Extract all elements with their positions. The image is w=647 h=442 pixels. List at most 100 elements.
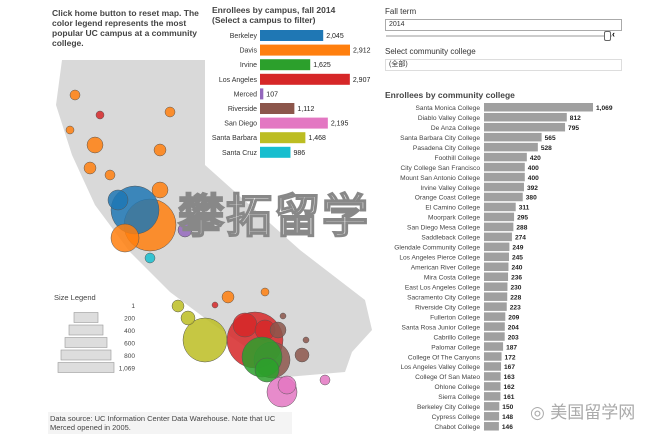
campus-label[interactable]: Berkeley bbox=[230, 33, 258, 40]
college-bubble[interactable] bbox=[86, 136, 104, 154]
campus-label[interactable]: Merced bbox=[234, 91, 257, 98]
slider-handle[interactable] bbox=[604, 31, 611, 41]
college-label[interactable]: Palomar College bbox=[431, 344, 480, 351]
college-label[interactable]: San Diego Mesa College bbox=[407, 225, 480, 232]
college-select[interactable]: (全部) bbox=[385, 59, 622, 71]
college-bubble[interactable] bbox=[232, 312, 258, 338]
college-label[interactable]: Ohlone College bbox=[435, 384, 481, 391]
college-bar[interactable] bbox=[484, 332, 505, 341]
college-bar[interactable] bbox=[484, 412, 500, 421]
college-bar[interactable] bbox=[484, 252, 509, 262]
college-bar[interactable] bbox=[484, 382, 501, 391]
college-label[interactable]: Orange Coast College bbox=[415, 195, 481, 202]
college-bar[interactable] bbox=[484, 312, 506, 321]
college-bar[interactable] bbox=[484, 242, 510, 252]
college-label[interactable]: American River College bbox=[411, 265, 481, 272]
college-bar[interactable] bbox=[484, 272, 509, 281]
college-bubble[interactable] bbox=[153, 143, 167, 157]
college-bar[interactable] bbox=[484, 372, 501, 381]
campus-label[interactable]: Irvine bbox=[240, 62, 257, 69]
college-bar[interactable] bbox=[484, 322, 505, 331]
college-bubble[interactable] bbox=[164, 106, 176, 118]
college-bar[interactable] bbox=[484, 122, 566, 132]
college-label[interactable]: College Of San Mateo bbox=[415, 374, 480, 381]
college-bar[interactable] bbox=[484, 302, 507, 311]
college-bar[interactable] bbox=[484, 192, 523, 202]
college-bar[interactable] bbox=[484, 103, 593, 112]
campus-label[interactable]: Riverside bbox=[228, 106, 257, 113]
college-label[interactable]: Glendale Community College bbox=[394, 245, 480, 252]
college-label[interactable]: Fullerton College bbox=[430, 314, 480, 321]
college-bar[interactable] bbox=[484, 182, 524, 192]
college-bar[interactable] bbox=[484, 132, 542, 142]
college-bubble[interactable] bbox=[260, 287, 270, 297]
college-bar[interactable] bbox=[484, 172, 525, 182]
college-bubble[interactable] bbox=[254, 357, 280, 383]
chevron-left-icon[interactable]: ‹ bbox=[612, 29, 615, 39]
campus-label[interactable]: Los Angeles bbox=[219, 77, 258, 84]
campus-label[interactable]: Davis bbox=[239, 48, 257, 55]
college-bar[interactable] bbox=[484, 352, 502, 361]
college-bar[interactable] bbox=[484, 262, 509, 272]
college-label[interactable]: Santa Rosa Junior College bbox=[402, 324, 481, 331]
college-bar[interactable] bbox=[484, 342, 504, 351]
campus-label[interactable]: Santa Barbara bbox=[212, 135, 257, 142]
college-bar[interactable] bbox=[484, 422, 499, 431]
campus-bar[interactable] bbox=[260, 117, 328, 129]
college-bubble[interactable] bbox=[151, 181, 169, 199]
college-label[interactable]: De Anza College bbox=[431, 125, 480, 132]
college-bubble[interactable] bbox=[69, 89, 81, 101]
college-label[interactable]: Santa Barbara City College bbox=[400, 135, 480, 142]
campus-bar[interactable] bbox=[260, 59, 311, 71]
college-bubble[interactable] bbox=[107, 189, 129, 211]
campus-bar[interactable] bbox=[260, 146, 291, 158]
college-bubble[interactable] bbox=[221, 290, 235, 304]
college-bar[interactable] bbox=[484, 152, 527, 162]
college-label[interactable]: Mira Costa College bbox=[424, 274, 480, 281]
college-bubble[interactable] bbox=[302, 336, 310, 344]
college-bubble[interactable] bbox=[144, 252, 156, 264]
college-label[interactable]: Sacramento City College bbox=[407, 294, 480, 301]
college-label[interactable]: Santa Monica College bbox=[415, 105, 480, 112]
college-label[interactable]: Moorpark College bbox=[428, 215, 480, 222]
college-bubble[interactable] bbox=[177, 222, 193, 238]
college-bubble[interactable] bbox=[269, 321, 287, 339]
college-label[interactable]: Riverside City College bbox=[415, 304, 480, 311]
college-bar[interactable] bbox=[484, 282, 508, 291]
college-label[interactable]: City College San Francisco bbox=[400, 165, 480, 172]
college-bar[interactable] bbox=[484, 292, 508, 301]
college-label[interactable]: Foothill College bbox=[435, 155, 481, 162]
college-label[interactable]: College Of The Canyons bbox=[408, 354, 481, 361]
college-bar[interactable] bbox=[484, 162, 525, 172]
campus-bar[interactable] bbox=[260, 132, 306, 144]
college-bubble[interactable] bbox=[180, 310, 196, 326]
campus-bar[interactable] bbox=[260, 73, 350, 85]
college-bar[interactable] bbox=[484, 112, 567, 122]
college-bubble[interactable] bbox=[279, 312, 287, 320]
college-bubble[interactable] bbox=[104, 169, 116, 181]
college-bar[interactable] bbox=[484, 232, 512, 242]
campus-bar[interactable] bbox=[260, 88, 264, 100]
college-label[interactable]: Diablo Valley College bbox=[418, 115, 481, 122]
campus-bar[interactable] bbox=[260, 30, 324, 41]
college-bar[interactable] bbox=[484, 212, 515, 222]
campus-label[interactable]: San Diego bbox=[224, 121, 257, 128]
college-label[interactable]: Chabot College bbox=[435, 424, 481, 431]
college-label[interactable]: East Los Angeles College bbox=[405, 284, 480, 291]
campus-bar-chart[interactable]: Enrollees by campus, fall 2014(Select a … bbox=[200, 0, 380, 165]
fall-term-input[interactable]: 2014 bbox=[385, 19, 622, 31]
college-label[interactable]: El Camino College bbox=[425, 205, 480, 212]
college-bar[interactable] bbox=[484, 222, 514, 232]
college-bubble[interactable] bbox=[277, 375, 297, 395]
campus-label[interactable]: Santa Cruz bbox=[222, 150, 258, 157]
college-label[interactable]: Cabrillo College bbox=[433, 334, 480, 341]
fall-term-slider[interactable] bbox=[386, 35, 612, 37]
college-bar-chart[interactable]: Enrollees by community college Santa Moni… bbox=[380, 88, 647, 442]
college-label[interactable]: Sierra College bbox=[438, 394, 480, 401]
college-label[interactable]: Los Angeles Pierce College bbox=[399, 255, 480, 262]
college-bubble[interactable] bbox=[319, 374, 331, 386]
campus-bar[interactable] bbox=[260, 44, 350, 56]
college-bubble[interactable] bbox=[65, 125, 75, 135]
college-bubble[interactable] bbox=[171, 299, 185, 313]
